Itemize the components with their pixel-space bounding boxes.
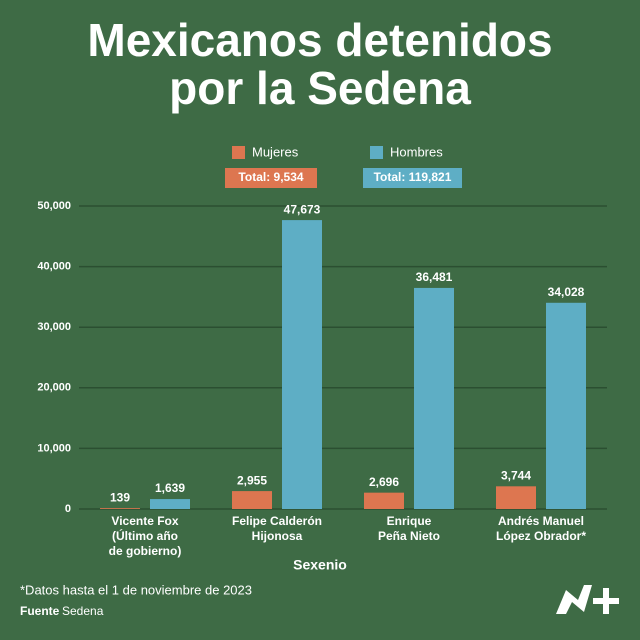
value-label: 2,955 (237, 473, 267, 487)
bar (496, 486, 536, 509)
x-axis-label: Sexenio (293, 557, 347, 573)
legend-label: Hombres (390, 144, 443, 159)
logo (556, 585, 619, 614)
y-tick-label: 10,000 (37, 442, 71, 454)
value-label: 139 (110, 490, 130, 504)
value-label: 34,028 (548, 285, 585, 299)
source-label: Fuente (20, 604, 60, 618)
chart-title: por la Sedena (169, 62, 471, 114)
footnote: *Datos hasta el 1 de noviembre de 2023 (20, 582, 252, 597)
value-label: 47,673 (284, 202, 321, 216)
x-tick-label: Felipe Calderón Hijonosa (232, 514, 322, 543)
total-label: Total: 119,821 (374, 170, 452, 184)
y-tick-label: 30,000 (37, 321, 71, 333)
total-label: Total: 9,534 (238, 170, 303, 184)
bar (414, 287, 454, 509)
y-tick-label: 40,000 (37, 261, 71, 273)
source: Sedena (62, 604, 104, 618)
total-box (225, 168, 317, 188)
value-label: 1,639 (155, 481, 185, 495)
bar (364, 492, 404, 509)
bar (282, 220, 322, 509)
value-label: 3,744 (501, 468, 531, 482)
x-tick-label: Andrés Manuel López Obrador* (496, 514, 586, 543)
logo-plus (593, 598, 619, 604)
y-tick-label: 0 (65, 503, 71, 515)
total-box (363, 168, 462, 188)
value-label: 2,696 (369, 475, 399, 489)
chart-title: Mexicanos detenidos (87, 14, 552, 66)
legend-swatch (370, 146, 383, 159)
value-label: 36,481 (416, 270, 453, 284)
logo-mark (556, 585, 592, 614)
bar (232, 491, 272, 509)
bar (100, 508, 140, 509)
bar (546, 302, 586, 509)
bar (150, 499, 190, 509)
x-tick-label: Enrique Peña Nieto (378, 514, 440, 543)
legend-label: Mujeres (252, 144, 299, 159)
y-tick-label: 50,000 (37, 200, 71, 212)
y-tick-label: 20,000 (37, 382, 71, 394)
legend-swatch (232, 146, 245, 159)
x-tick-label: Vicente Fox (Último año de gobierno) (109, 514, 182, 558)
